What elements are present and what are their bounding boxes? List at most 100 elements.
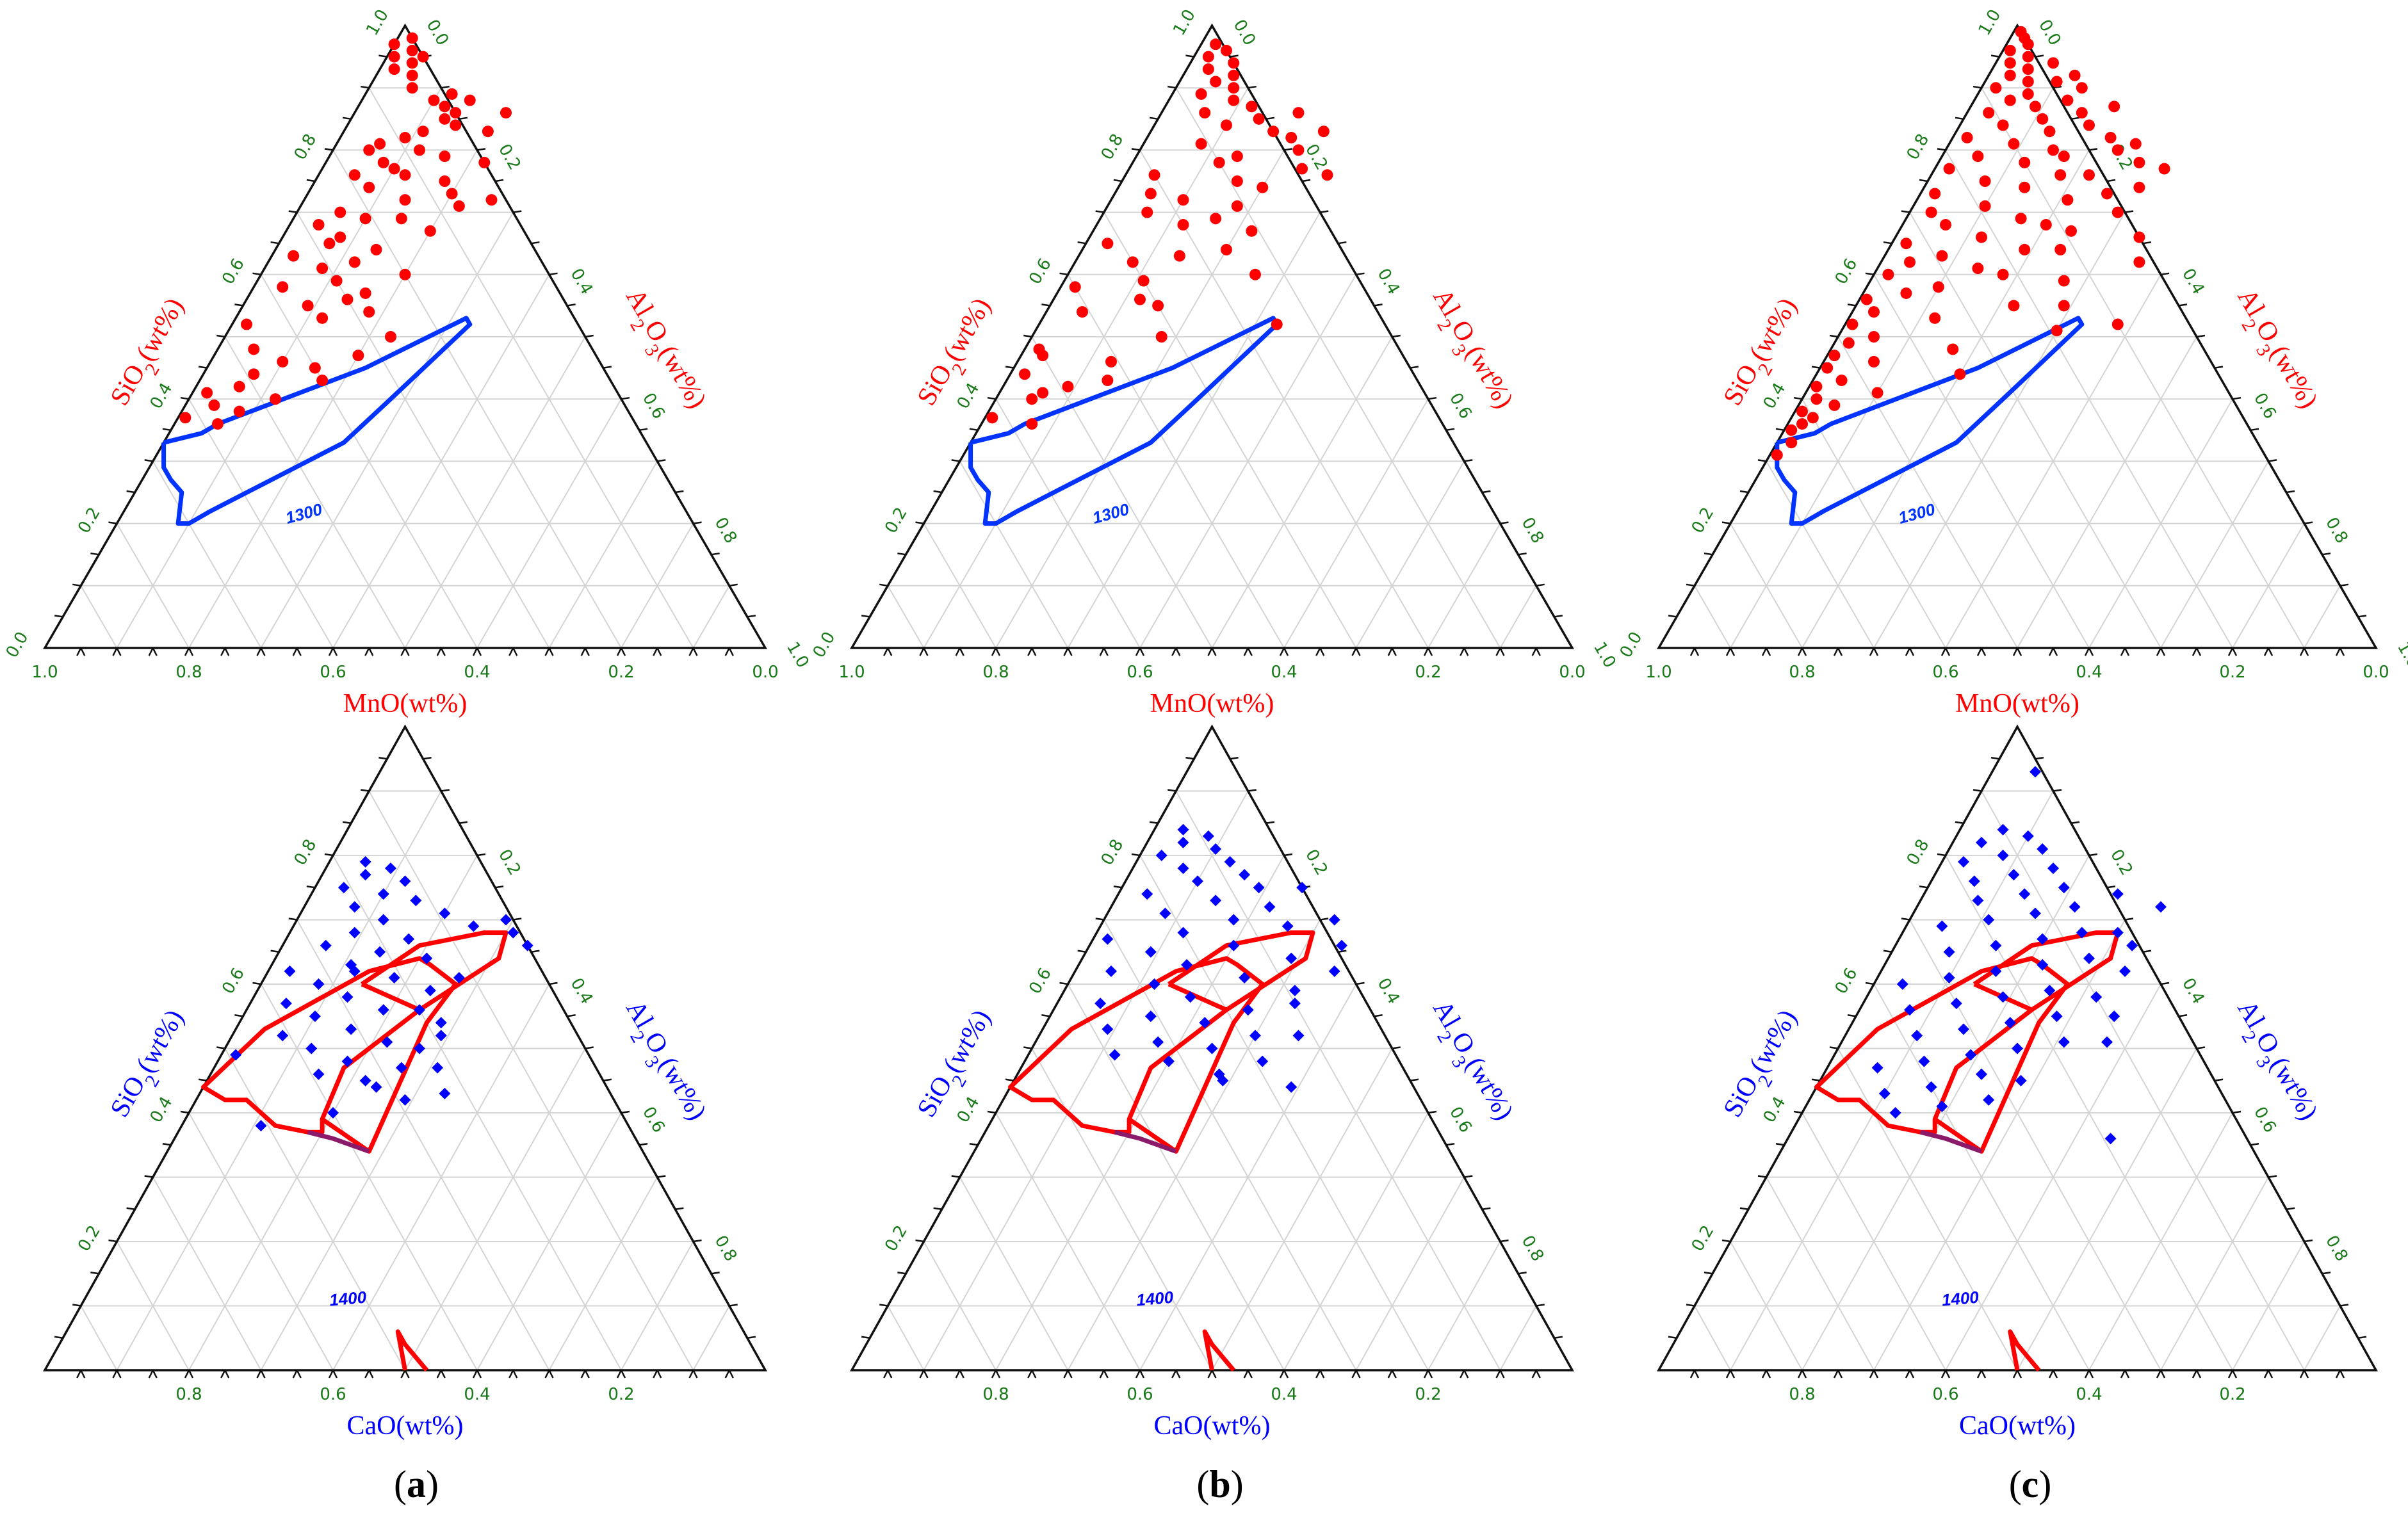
- tick-left: [1167, 85, 1176, 89]
- tick-left: [1131, 853, 1141, 857]
- tick-right: [1320, 918, 1329, 921]
- data-point: [359, 856, 371, 868]
- tick-left: [1847, 303, 1857, 307]
- tick-bottom: [2263, 1370, 2270, 1379]
- tick-label-right: 0.4: [1374, 975, 1404, 1008]
- tick-label-bottom: 0.6: [320, 1385, 346, 1404]
- data-point: [233, 405, 245, 417]
- tick-bottom: [1837, 1370, 1843, 1379]
- data-point: [2022, 51, 2034, 63]
- tick-label-bottom: 0.0: [2363, 663, 2389, 682]
- data-point: [208, 399, 220, 411]
- tick-right: [513, 210, 522, 213]
- data-point: [414, 144, 425, 156]
- data-point: [1979, 175, 1991, 187]
- tick-left: [162, 1143, 172, 1146]
- isotherm-1300-contour: [161, 316, 473, 526]
- data-point: [432, 1062, 444, 1074]
- panel-label-b: (b): [1196, 1463, 1243, 1505]
- tick-left: [1847, 1014, 1857, 1017]
- data-point: [1958, 1023, 1969, 1035]
- data-point: [1997, 268, 2009, 280]
- data-point: [1972, 263, 1984, 275]
- tick-label-right: 0.2: [494, 141, 525, 174]
- tick-bottom: [1689, 1370, 1696, 1379]
- data-point: [2030, 766, 2041, 778]
- tick-left: [1973, 789, 1982, 792]
- tick-bottom: [616, 647, 622, 656]
- tick-label-right: 0.0: [423, 17, 453, 49]
- tick-right: [2106, 179, 2116, 182]
- data-point: [374, 946, 386, 958]
- data-point: [986, 412, 998, 424]
- tick-left: [1077, 950, 1086, 953]
- tick-left: [1775, 1143, 1785, 1146]
- data-point: [1976, 231, 1987, 243]
- tick-bottom: [1247, 1370, 1253, 1379]
- tick-label-left: 0.6: [1025, 255, 1055, 288]
- tick-bottom: [184, 1370, 190, 1379]
- gridline-al2o3: [692, 1306, 730, 1371]
- data-point: [1976, 1068, 1987, 1080]
- tick-label-left: 0.8: [291, 131, 321, 163]
- tick-left: [879, 1304, 888, 1307]
- tick-bottom: [472, 647, 478, 656]
- tick-bottom: [955, 647, 961, 656]
- data-point: [341, 293, 354, 305]
- tick-right: [1230, 757, 1239, 760]
- data-point: [248, 343, 260, 355]
- tick-label-left: 0.6: [1832, 255, 1862, 288]
- data-point: [2076, 107, 2088, 119]
- tick-bottom: [2303, 1370, 2309, 1379]
- data-point: [2019, 181, 2031, 193]
- gridline-bottom-oxide: [188, 398, 334, 649]
- data-point: [327, 1107, 339, 1119]
- data-point: [1796, 405, 1808, 417]
- data-point: [1213, 156, 1225, 168]
- gridline-al2o3: [476, 1112, 622, 1371]
- data-point: [316, 263, 329, 275]
- tick-bottom: [2088, 647, 2094, 656]
- data-point: [1289, 985, 1301, 997]
- data-point: [1195, 88, 1207, 100]
- data-point: [399, 268, 411, 280]
- tick-label-bottom: 0.2: [608, 663, 634, 682]
- data-point: [1292, 1030, 1305, 1042]
- data-point: [1026, 418, 1038, 430]
- data-point: [2012, 1042, 2023, 1055]
- data-point: [1069, 281, 1081, 293]
- data-point: [403, 933, 415, 945]
- gridline-al2o3: [260, 212, 514, 649]
- tick-bottom: [1067, 1370, 1073, 1379]
- data-point: [2083, 952, 2095, 964]
- tick-bottom: [332, 647, 338, 656]
- tick-bottom: [1495, 647, 1501, 656]
- tick-label-right: 1.0: [2393, 639, 2408, 672]
- tick-right: [1410, 1078, 1419, 1081]
- data-point: [2111, 206, 2124, 218]
- tick-bottom: [656, 1370, 662, 1379]
- gridline-al2o3: [1730, 87, 2054, 649]
- tick-left: [1955, 117, 1964, 120]
- tick-left: [1865, 272, 1875, 276]
- tick-label-left: 0.8: [1903, 836, 1933, 869]
- tick-left: [1059, 982, 1068, 985]
- gridline-bottom-oxide: [1730, 523, 1803, 649]
- gridline-al2o3: [1283, 398, 1429, 649]
- data-point: [1911, 1030, 1923, 1042]
- tick-right: [441, 85, 450, 89]
- tick-bottom: [2335, 1370, 2341, 1379]
- data-point: [1328, 914, 1340, 926]
- tick-left: [1185, 54, 1194, 58]
- gridline-bottom-oxide: [1837, 1048, 2018, 1371]
- tick-bottom: [296, 647, 302, 656]
- tick-bottom: [2088, 1370, 2094, 1379]
- data-point: [334, 231, 346, 243]
- tick-bottom: [1063, 647, 1069, 656]
- tick-left: [933, 1207, 942, 1210]
- data-point: [1228, 82, 1240, 94]
- tick-bottom: [1693, 647, 1700, 656]
- data-point: [2022, 76, 2034, 88]
- tick-right: [1518, 1272, 1527, 1275]
- tick-bottom: [887, 1370, 893, 1379]
